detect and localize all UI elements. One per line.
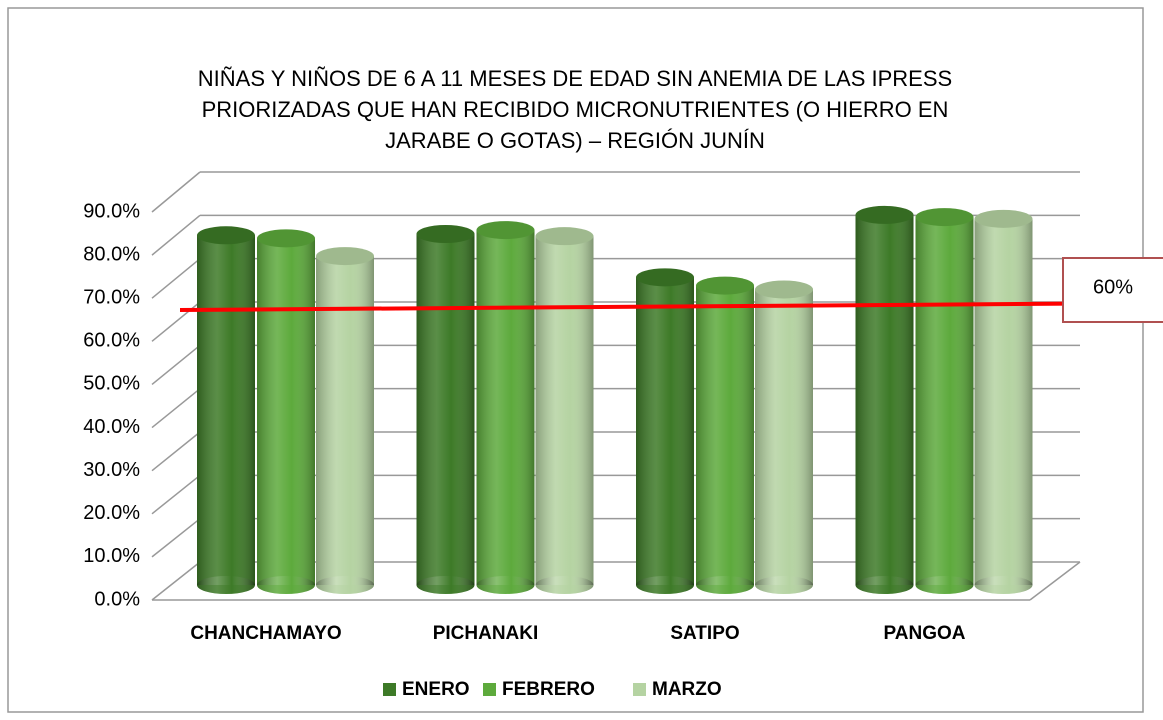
bar-top bbox=[855, 205, 914, 224]
grid-line bbox=[151, 344, 201, 386]
y-tick-label: 20.0% bbox=[83, 502, 140, 524]
bar-shade bbox=[257, 238, 315, 586]
bar-top-shade bbox=[696, 276, 754, 295]
bar-shade bbox=[416, 234, 475, 585]
bar-top bbox=[535, 227, 594, 246]
bar-top-shade bbox=[915, 208, 974, 227]
bar-shade bbox=[197, 235, 255, 586]
bar-top-shade bbox=[257, 229, 315, 248]
y-tick-label: 80.0% bbox=[83, 243, 140, 265]
bar-shade bbox=[535, 236, 594, 585]
bar-top bbox=[416, 225, 475, 243]
chart-title: PRIORIZADAS QUE HAN RECIBIDO MICRONUTRIE… bbox=[202, 97, 949, 122]
bar-shade bbox=[636, 277, 694, 585]
y-tick-label: 10.0% bbox=[83, 545, 140, 567]
grid-line bbox=[151, 171, 201, 213]
grid-line bbox=[151, 431, 201, 472]
legend-swatch bbox=[633, 683, 646, 696]
bar-shade bbox=[915, 217, 974, 585]
bar-shade bbox=[476, 230, 535, 585]
annotation-box bbox=[1062, 257, 1163, 323]
bar-top bbox=[974, 209, 1033, 228]
bar-top-shade bbox=[316, 247, 374, 266]
y-tick-label: 90.0% bbox=[83, 200, 140, 222]
bar-shade bbox=[855, 214, 914, 585]
bar-top-shade bbox=[855, 205, 914, 224]
x-tick-label: PICHANAKI bbox=[433, 623, 539, 644]
y-tick-label: 60.0% bbox=[83, 330, 140, 352]
bar-shade bbox=[755, 289, 813, 585]
bar-top-shade bbox=[197, 226, 255, 245]
y-tick-label: 0.0% bbox=[94, 588, 140, 610]
bar-top bbox=[316, 247, 374, 266]
bar-top-shade bbox=[974, 209, 1033, 228]
y-tick-label: 50.0% bbox=[83, 373, 140, 395]
legend-label: FEBRERO bbox=[502, 679, 595, 700]
bar-top bbox=[197, 226, 255, 245]
bar-top bbox=[476, 221, 535, 240]
grid-line bbox=[151, 388, 201, 429]
grid-line bbox=[151, 258, 201, 299]
y-tick-label: 40.0% bbox=[83, 416, 140, 438]
bar-top-shade bbox=[636, 268, 694, 287]
x-tick-label: SATIPO bbox=[670, 623, 739, 644]
bar-top-shade bbox=[416, 225, 475, 243]
y-tick-label: 70.0% bbox=[83, 287, 140, 309]
y-tick-label: 30.0% bbox=[83, 459, 140, 481]
legend-swatch bbox=[383, 683, 396, 696]
bar-top bbox=[755, 280, 813, 299]
bar-top bbox=[636, 268, 694, 287]
bar-shade bbox=[316, 256, 374, 585]
x-tick-label: PANGOA bbox=[884, 623, 966, 644]
legend-label: MARZO bbox=[652, 679, 722, 700]
bar-top bbox=[696, 276, 754, 295]
bar-shade bbox=[974, 218, 1033, 586]
chart-title: NIÑAS Y NIÑOS DE 6 A 11 MESES DE EDAD SI… bbox=[198, 66, 952, 91]
chart-title: JARABE O GOTAS) – REGIÓN JUNÍN bbox=[385, 128, 765, 153]
legend-swatch bbox=[483, 683, 496, 696]
grid-line bbox=[151, 214, 201, 256]
bar-top bbox=[257, 229, 315, 248]
annotation: 60% bbox=[1093, 276, 1133, 298]
bar-top-shade bbox=[535, 227, 594, 246]
grid-line bbox=[151, 474, 201, 515]
bar-top-shade bbox=[476, 221, 535, 240]
x-tick-label: CHANCHAMAYO bbox=[190, 623, 341, 644]
grid-line bbox=[151, 518, 201, 558]
bar-top-shade bbox=[755, 280, 813, 299]
bar-shade bbox=[696, 285, 754, 585]
legend-label: ENERO bbox=[402, 679, 470, 700]
reference-line bbox=[179, 301, 1163, 312]
floor-edge bbox=[1029, 561, 1081, 601]
grid-line bbox=[151, 561, 201, 601]
bar-top bbox=[915, 208, 974, 227]
